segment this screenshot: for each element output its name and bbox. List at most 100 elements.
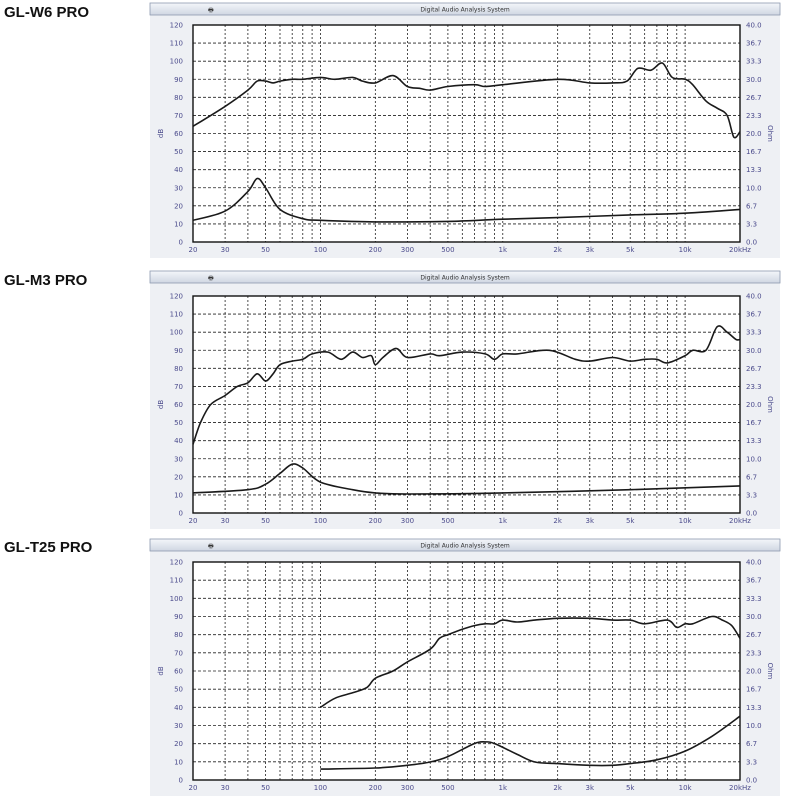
x-tick-label: 300	[401, 246, 414, 254]
y2-tick-label: 6.7	[746, 740, 757, 748]
x-tick-label: 100	[314, 784, 327, 792]
y2-tick-label: 6.7	[746, 473, 757, 481]
y2-tick-label: 13.3	[746, 704, 762, 712]
x-tick-label: 5k	[626, 784, 635, 792]
x-tick-label: 10k	[679, 784, 693, 792]
y2-tick-label: 13.3	[746, 437, 762, 445]
plot-border	[192, 24, 741, 243]
y2-tick-label: 36.7	[746, 40, 762, 48]
y2-tick-label: 16.7	[746, 419, 762, 427]
series-impedance-line	[320, 715, 741, 770]
x-tick-label: 30	[221, 784, 230, 792]
y-tick-label: 40	[174, 437, 183, 445]
x-tick-label: 10k	[679, 517, 693, 525]
y2-tick-label: 13.3	[746, 166, 762, 174]
y-tick-label: 60	[174, 401, 183, 409]
x-tick-label: 5k	[626, 517, 635, 525]
y-tick-label: 90	[174, 76, 183, 84]
chart-gl-w6-pro: 🖶 Digital Audio Analysis System 0 10 20 30 40 5…	[149, 2, 781, 258]
y-tick-label: 110	[170, 40, 183, 48]
x-tick-label: 20	[189, 784, 198, 792]
y2-axis-label: Ohm	[766, 125, 774, 142]
x-tick-label: 200	[369, 784, 382, 792]
x-tick-label: 1k	[499, 246, 508, 254]
chart-gl-t25-pro: 🖶 Digital Audio Analysis System 0 10 20 30 40 5…	[149, 538, 781, 796]
y-tick-label: 10	[174, 491, 183, 499]
x-tick-label: 50	[261, 784, 270, 792]
x-tick-label: 200	[369, 246, 382, 254]
x-tick-label: 20kHz	[729, 246, 751, 254]
y-axis-label: dB	[157, 129, 165, 138]
y-tick-label: 30	[174, 184, 183, 192]
x-tick-label: 50	[261, 517, 270, 525]
y-axis-label: dB	[157, 666, 165, 675]
y-tick-label: 120	[170, 559, 183, 567]
y2-tick-label: 6.7	[746, 202, 757, 210]
y-tick-label: 120	[170, 293, 183, 301]
y2-tick-label: 33.3	[746, 595, 762, 603]
x-tick-label: 500	[441, 246, 454, 254]
model-title-t25: GL-T25 PRO	[4, 539, 93, 556]
y2-tick-label: 36.7	[746, 311, 762, 319]
y2-tick-label: 26.7	[746, 631, 762, 639]
window-header-bar	[149, 538, 781, 552]
x-tick-label: 300	[401, 784, 414, 792]
y-tick-label: 10	[174, 220, 183, 228]
x-tick-label: 50	[261, 246, 270, 254]
window-title: Digital Audio Analysis System	[420, 7, 509, 14]
x-tick-label: 20	[189, 246, 198, 254]
x-tick-label: 20kHz	[729, 784, 751, 792]
y-tick-label: 20	[174, 473, 183, 481]
series-spl-line	[319, 615, 741, 708]
y2-axis-label: Ohm	[766, 396, 774, 413]
y2-tick-label: 26.7	[746, 365, 762, 373]
y2-tick-label: 3.3	[746, 758, 757, 766]
y-tick-label: 80	[174, 365, 183, 373]
y2-tick-label: 30.0	[746, 347, 762, 355]
y2-tick-label: 20.0	[746, 130, 762, 138]
y-tick-label: 70	[174, 383, 183, 391]
window-title: Digital Audio Analysis System	[420, 543, 509, 550]
plot-border	[192, 295, 741, 514]
y2-tick-label: 23.3	[746, 112, 762, 120]
y2-tick-label: 3.3	[746, 220, 757, 228]
y-tick-label: 80	[174, 94, 183, 102]
y2-axis-label: Ohm	[766, 663, 774, 680]
x-tick-label: 20	[189, 517, 198, 525]
printer-icon: 🖶	[208, 7, 214, 14]
y-tick-label: 0	[179, 777, 183, 785]
model-title-w6: GL-W6 PRO	[4, 4, 89, 21]
y-tick-label: 100	[170, 58, 183, 66]
y2-tick-label: 36.7	[746, 577, 762, 585]
x-tick-label: 2k	[553, 246, 562, 254]
y2-tick-label: 10.0	[746, 722, 762, 730]
y-axis-label: dB	[157, 400, 165, 409]
y-tick-label: 0	[179, 510, 183, 518]
y-tick-label: 70	[174, 112, 183, 120]
window-title: Digital Audio Analysis System	[420, 275, 509, 282]
x-tick-label: 300	[401, 517, 414, 525]
x-tick-label: 30	[221, 246, 230, 254]
series-spl-line	[192, 325, 741, 445]
y-tick-label: 100	[170, 329, 183, 337]
y-tick-label: 100	[170, 595, 183, 603]
x-tick-label: 100	[314, 246, 327, 254]
x-tick-label: 30	[221, 517, 230, 525]
x-tick-label: 3k	[586, 246, 595, 254]
y-tick-label: 60	[174, 668, 183, 676]
x-tick-label: 2k	[553, 517, 562, 525]
y2-tick-label: 23.3	[746, 383, 762, 391]
y2-tick-label: 33.3	[746, 58, 762, 66]
y-tick-label: 20	[174, 202, 183, 210]
x-tick-label: 2k	[553, 784, 562, 792]
y-tick-label: 80	[174, 631, 183, 639]
window-header-bar	[149, 2, 781, 16]
x-tick-label: 500	[441, 784, 454, 792]
y2-tick-label: 16.7	[746, 148, 762, 156]
model-title-m3: GL-M3 PRO	[4, 272, 88, 289]
y2-tick-label: 23.3	[746, 649, 762, 657]
x-tick-label: 200	[369, 517, 382, 525]
y-tick-label: 50	[174, 686, 183, 694]
x-tick-label: 5k	[626, 246, 635, 254]
